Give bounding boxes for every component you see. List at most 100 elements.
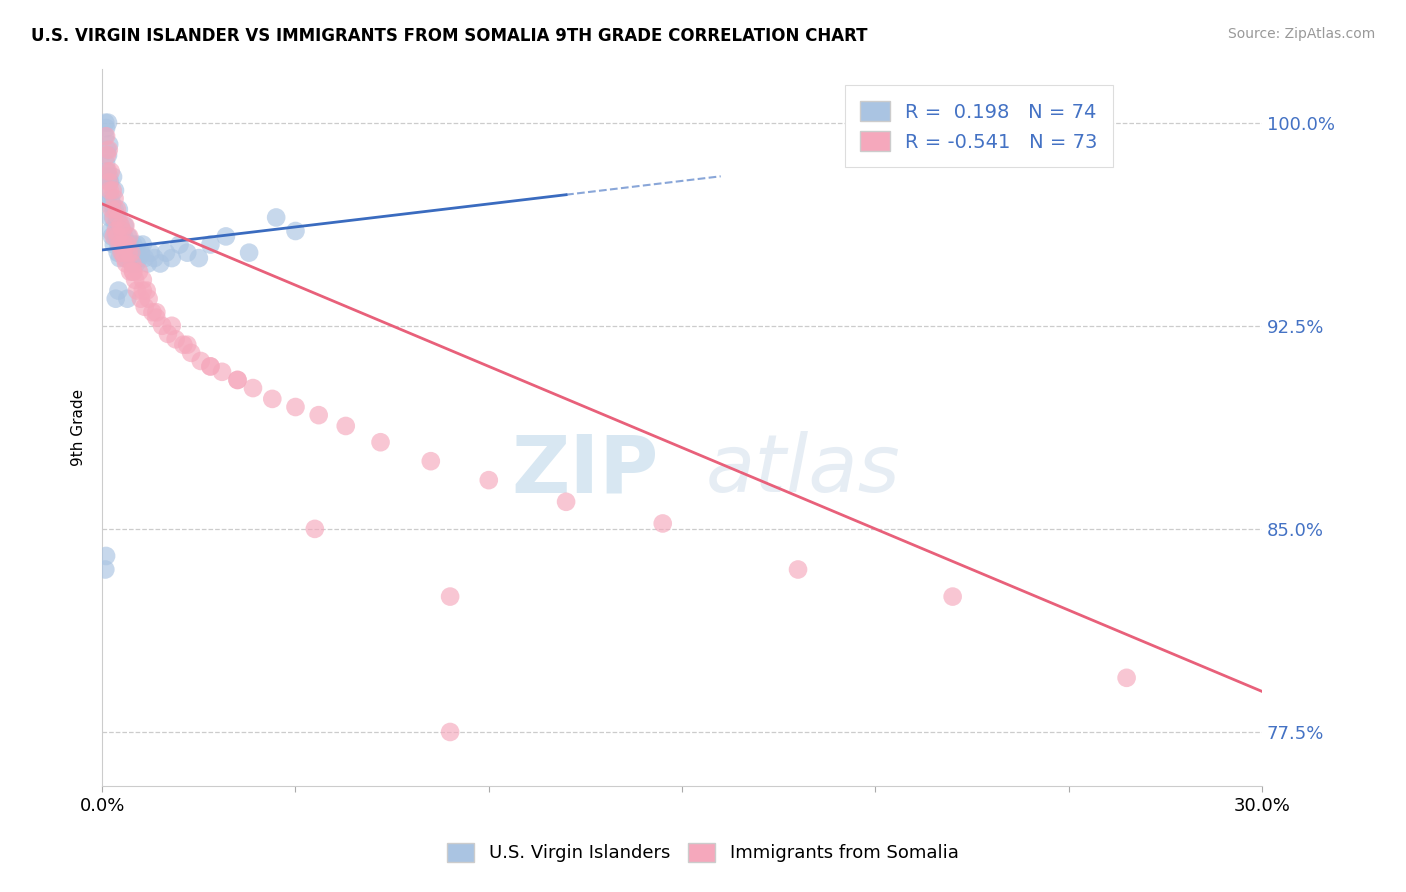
Point [107, 211, 129, 225]
Point [111, 224, 134, 238]
Point [122, 265, 145, 279]
Point [101, 211, 124, 225]
Point [103, 237, 125, 252]
Point [117, 292, 139, 306]
Point [135, 284, 157, 298]
Point [156, 326, 179, 341]
Point [97, 183, 120, 197]
Point [101, 197, 124, 211]
Point [651, 516, 673, 531]
Point [190, 354, 212, 368]
Point [145, 305, 167, 319]
Point [117, 245, 139, 260]
Point [110, 245, 132, 260]
Point [122, 265, 145, 279]
Point [94, 121, 117, 136]
Point [112, 237, 135, 252]
Point [160, 251, 183, 265]
Point [115, 237, 138, 252]
Point [187, 251, 209, 265]
Point [132, 237, 155, 252]
Point [149, 256, 172, 270]
Point [107, 229, 129, 244]
Point [105, 202, 128, 217]
Point [128, 265, 150, 279]
Point [107, 237, 129, 252]
Point [94, 156, 117, 170]
Point [120, 245, 142, 260]
Point [121, 256, 143, 270]
Point [122, 251, 145, 265]
Y-axis label: 9th Grade: 9th Grade [72, 389, 86, 466]
Point [139, 245, 162, 260]
Point [370, 435, 392, 450]
Point [101, 169, 124, 184]
Point [110, 237, 132, 252]
Point [129, 292, 152, 306]
Point [97, 116, 120, 130]
Point [136, 256, 159, 270]
Point [134, 251, 156, 265]
Point [242, 381, 264, 395]
Text: ZIP: ZIP [512, 432, 659, 509]
Point [124, 273, 146, 287]
Point [105, 229, 128, 244]
Point [284, 224, 307, 238]
Point [176, 337, 198, 351]
Point [335, 419, 357, 434]
Point [143, 251, 166, 265]
Point [238, 245, 260, 260]
Point [98, 175, 121, 189]
Point [112, 229, 135, 244]
Point [200, 359, 222, 374]
Point [118, 265, 141, 279]
Point [105, 211, 128, 225]
Point [94, 116, 117, 130]
Legend: R =  0.198   N = 74, R = -0.541   N = 73: R = 0.198 N = 74, R = -0.541 N = 73 [845, 86, 1114, 168]
Point [103, 192, 125, 206]
Point [114, 219, 136, 233]
Point [150, 318, 173, 333]
Point [419, 454, 441, 468]
Point [128, 251, 150, 265]
Point [211, 365, 233, 379]
Point [478, 473, 501, 487]
Point [107, 224, 129, 238]
Point [117, 245, 139, 260]
Point [132, 284, 155, 298]
Point [112, 245, 135, 260]
Point [100, 164, 122, 178]
Point [122, 237, 145, 252]
Point [118, 237, 141, 252]
Point [160, 318, 183, 333]
Point [94, 129, 117, 144]
Point [117, 229, 139, 244]
Point [103, 211, 125, 225]
Point [93, 169, 115, 184]
Point [262, 392, 284, 406]
Point [94, 129, 117, 144]
Point [97, 148, 120, 162]
Text: atlas: atlas [706, 432, 900, 509]
Point [101, 202, 124, 217]
Point [111, 245, 134, 260]
Point [121, 256, 143, 270]
Point [100, 224, 122, 238]
Point [96, 143, 118, 157]
Point [1115, 671, 1137, 685]
Point [101, 183, 124, 197]
Point [94, 562, 117, 576]
Point [124, 245, 146, 260]
Point [145, 310, 167, 325]
Point [114, 219, 136, 233]
Point [284, 400, 307, 414]
Point [112, 237, 135, 252]
Point [125, 256, 148, 270]
Point [787, 562, 810, 576]
Point [226, 373, 249, 387]
Point [94, 549, 117, 563]
Point [110, 229, 132, 244]
Point [165, 332, 187, 346]
Point [555, 495, 578, 509]
Point [120, 245, 142, 260]
